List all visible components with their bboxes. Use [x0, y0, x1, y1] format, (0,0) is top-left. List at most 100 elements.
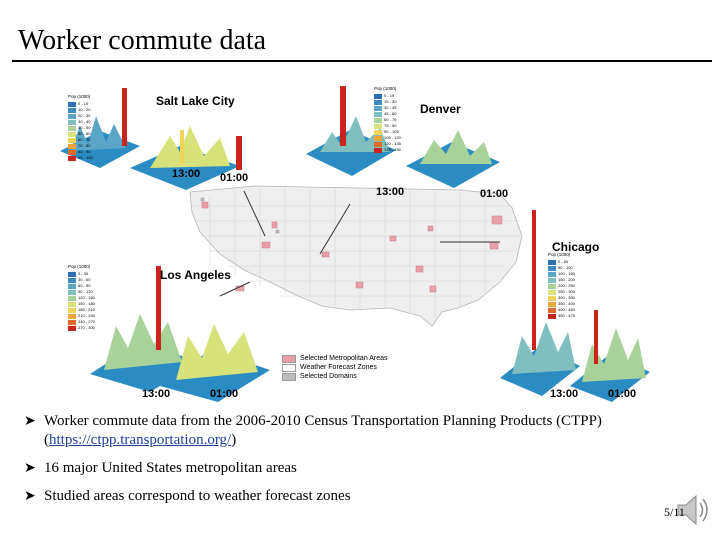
pop-legend-label: 75 - 90 — [384, 123, 397, 128]
pop-legend-entry: 30 - 60 — [68, 277, 95, 283]
den-surface-01 — [406, 130, 500, 188]
city-label-slc: Salt Lake City — [156, 94, 235, 108]
pop-legend-swatch — [68, 283, 76, 289]
pop-legend-label: 135 - 150 — [384, 147, 401, 152]
pop-legend-swatch — [68, 119, 76, 125]
la-surface-13 — [90, 266, 200, 392]
bullet-arrow-icon: ➤ — [24, 461, 36, 476]
pop-legend-label: 10 - 20 — [78, 107, 91, 112]
pop-legend-title: Pop (1000) — [374, 86, 397, 91]
pop-legend-label: 50 - 60 — [78, 131, 91, 136]
pop-legend-chicago: Pop (1000) 0 - 50 50 - 100 100 - 150 150 - … — [548, 252, 575, 319]
pop-legend-swatch — [548, 259, 556, 265]
pop-legend-swatch — [68, 271, 76, 277]
pop-legend-label: 30 - 45 — [384, 105, 397, 110]
pop-legend-label: 45 - 60 — [384, 111, 397, 116]
bullet-text-post: ) — [231, 432, 237, 448]
pop-legend-label: 240 - 270 — [78, 319, 95, 324]
pop-legend-label: 120 - 135 — [384, 141, 401, 146]
pop-legend-entry: 150 - 180 — [68, 301, 95, 307]
den-surface-13 — [306, 86, 396, 176]
pop-legend-label: 40 - 50 — [78, 125, 91, 130]
pop-legend-label: 150 - 180 — [78, 301, 95, 306]
pop-legend-entry: 0 - 30 — [68, 271, 95, 277]
ctpp-link[interactable]: https://ctpp.transportation.org/ — [49, 432, 232, 448]
pop-legend-swatch — [68, 307, 76, 313]
pop-legend-swatch — [374, 123, 382, 129]
pop-legend-label: 400 - 450 — [558, 307, 575, 312]
pop-legend-title: Pop (1000) — [68, 94, 91, 99]
pop-legend-entry: 105 - 120 — [374, 135, 401, 141]
title-divider — [12, 60, 712, 62]
bullet-item: ➤ Worker commute data from the 2006-2010… — [24, 412, 674, 450]
pop-legend-label: 0 - 30 — [78, 271, 89, 276]
time-label-slc-start: 13:00 — [172, 168, 201, 180]
chi-surface-01 — [570, 310, 650, 402]
pop-legend-swatch — [68, 143, 76, 149]
pop-legend-entry: 75 - 90 — [374, 123, 401, 129]
pop-legend-label: 90 - 120 — [78, 289, 93, 294]
pop-legend-entry: 20 - 30 — [68, 113, 93, 119]
pop-legend-entry: 135 - 150 — [374, 147, 401, 153]
pop-legend-swatch — [374, 117, 382, 123]
speaker-icon[interactable] — [672, 490, 712, 530]
pop-legend-label: 60 - 90 — [78, 283, 91, 288]
pop-legend-label: 270 - 300 — [78, 325, 95, 330]
map-legend-entry: Weather Forecast Zones — [282, 363, 388, 372]
pop-legend-entry: 70 - 80 — [68, 143, 93, 149]
pop-legend-entry: 45 - 60 — [374, 111, 401, 117]
pop-legend-entry: 210 - 240 — [68, 313, 95, 319]
pop-legend-entry: 240 - 270 — [68, 319, 95, 325]
pop-legend-entry: 120 - 135 — [374, 141, 401, 147]
bullet-text: Worker commute data from the 2006-2010 C… — [44, 412, 674, 450]
pop-legend-swatch — [68, 101, 76, 107]
pop-legend-swatch — [374, 93, 382, 99]
pop-legend-label: 200 - 250 — [558, 283, 575, 288]
pop-legend-label: 350 - 400 — [558, 301, 575, 306]
pop-legend-entry: 150 - 200 — [548, 277, 575, 283]
bullet-arrow-icon: ➤ — [24, 414, 36, 429]
pop-legend-label: 0 - 50 — [558, 259, 569, 264]
pop-legend-swatch — [548, 313, 556, 319]
bullet-text: 16 major United States metropolitan area… — [44, 460, 297, 476]
bullet-text: Studied areas correspond to weather fore… — [44, 488, 351, 504]
bullet-item: ➤ 16 major United States metropolitan ar… — [24, 459, 674, 478]
callout-lines — [219, 190, 500, 297]
pop-legend-label: 90 - 100 — [78, 155, 93, 160]
time-label-chi-start: 13:00 — [550, 388, 579, 400]
slc-surface-13 — [60, 88, 140, 168]
pop-legend-swatch — [68, 289, 76, 295]
pop-legend-swatch — [68, 149, 76, 155]
pop-legend-swatch — [68, 301, 76, 307]
pop-legend-swatch — [548, 271, 556, 277]
pop-legend-swatch — [374, 135, 382, 141]
commute-figure: Salt Lake City Denver Los Angeles Chicag… — [60, 86, 660, 402]
pop-legend-swatch — [548, 295, 556, 301]
pop-legend-swatch — [374, 111, 382, 117]
pop-legend-entry: 90 - 105 — [374, 129, 401, 135]
pop-legend-label: 100 - 150 — [558, 271, 575, 276]
map-legend-entry: Selected Metropolitan Areas — [282, 354, 388, 363]
pop-legend-swatch — [548, 277, 556, 283]
pop-legend-label: 180 - 210 — [78, 307, 95, 312]
map-legend-label: Selected Metropolitan Areas — [300, 355, 388, 362]
city-label-la: Los Angeles — [160, 268, 231, 282]
pop-legend-entry: 120 - 150 — [68, 295, 95, 301]
pop-legend-entry: 15 - 30 — [374, 99, 401, 105]
map-legend-swatch — [282, 363, 296, 372]
pop-legend-label: 105 - 120 — [384, 135, 401, 140]
page-number: 5/11 — [664, 505, 685, 519]
pop-legend-entry: 50 - 100 — [548, 265, 575, 271]
pop-legend-entry: 300 - 350 — [548, 295, 575, 301]
pop-legend-label: 30 - 40 — [78, 119, 91, 124]
pop-legend-entry: 30 - 45 — [374, 105, 401, 111]
chi-surface-13 — [500, 210, 580, 396]
pop-legend-entry: 180 - 210 — [68, 307, 95, 313]
pop-legend-label: 210 - 240 — [78, 313, 95, 318]
pop-legend-entry: 40 - 50 — [68, 125, 93, 131]
pop-legend-label: 0 - 15 — [384, 93, 395, 98]
city-label-chicago: Chicago — [552, 240, 600, 254]
pop-legend-entry: 400 - 450 — [548, 307, 575, 313]
pop-legend-denver: Pop (1000) 0 - 15 15 - 30 30 - 45 45 - 60 60… — [374, 86, 401, 153]
pop-legend-entry: 0 - 10 — [68, 101, 93, 107]
